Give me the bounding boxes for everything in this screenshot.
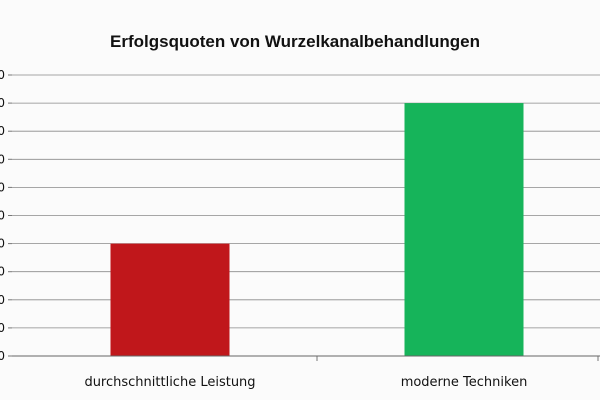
bar-2 (404, 103, 524, 356)
y-tick-label: 100 (0, 68, 5, 82)
x-axis-labels: durchschnittliche Leistung moderne Techni… (84, 356, 599, 390)
y-tick-label: 20 (0, 293, 5, 307)
bar-1 (110, 243, 230, 356)
y-tick-label: 70 (0, 152, 5, 166)
y-tick-label: 0 (0, 349, 5, 363)
y-tick-label: 10 (0, 321, 5, 335)
x-category-label: durchschnittliche Leistung (84, 375, 255, 390)
bars (110, 103, 524, 356)
chart-title: Erfolgsquoten von Wurzelkanalbehandlunge… (110, 32, 480, 51)
y-tick-label: 40 (0, 237, 5, 251)
y-tick-label: 60 (0, 180, 5, 194)
y-tick-label: 50 (0, 209, 5, 223)
x-category-label: moderne Techniken (401, 375, 528, 390)
y-tick-label: 80 (0, 124, 5, 138)
y-tick-label: 30 (0, 265, 5, 279)
y-tick-label: 90 (0, 96, 5, 110)
y-axis-ticks: 0 10 20 30 40 50 60 70 80 90 100 (0, 68, 12, 363)
